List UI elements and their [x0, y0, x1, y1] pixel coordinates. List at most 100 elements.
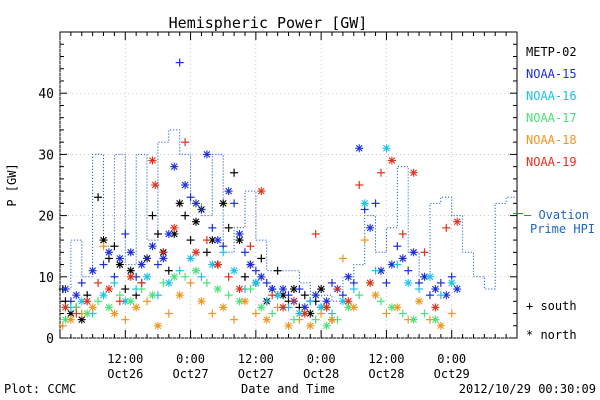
- x-tick-label: 0:00: [176, 352, 205, 366]
- data-point-noaa-15-south: [208, 223, 217, 232]
- footer-right: 2012/10/29 00:30:09: [459, 382, 596, 396]
- data-point-noaa-15-south: [175, 58, 184, 67]
- data-point-noaa-19-north: [257, 187, 266, 196]
- y-tick-label: 10: [38, 271, 54, 286]
- data-point-noaa-16-south: [415, 285, 424, 294]
- data-point-noaa-19-south: [94, 278, 103, 287]
- data-point-noaa-19-north: [61, 303, 70, 312]
- data-point-noaa-16-south: [371, 266, 380, 275]
- star-d2: [377, 267, 385, 275]
- star-d2: [170, 163, 178, 171]
- data-point-metp-02-south: [202, 248, 211, 257]
- data-point-noaa-19-south: [159, 248, 168, 257]
- star-d2: [116, 255, 124, 262]
- data-point-metp-02-north: [99, 236, 108, 245]
- data-point-metp-02-north: [317, 285, 326, 294]
- data-point-metp-02-south: [240, 272, 249, 281]
- data-point-noaa-18-south: [317, 309, 326, 318]
- star-d2: [78, 316, 86, 324]
- data-point-noaa-15-south: [393, 242, 402, 251]
- data-point-metp-02-north: [175, 199, 184, 208]
- star-d2: [89, 304, 97, 311]
- data-point-noaa-15-south: [404, 266, 413, 275]
- x-tick-sublabel: Oct27: [173, 367, 209, 381]
- data-point-noaa-15-north: [235, 229, 244, 238]
- data-point-noaa-18-north: [240, 297, 249, 306]
- data-point-noaa-16-south: [349, 285, 358, 294]
- data-point-noaa-16-north: [251, 278, 260, 287]
- data-point-noaa-15-north: [192, 199, 201, 208]
- star-d2: [393, 304, 401, 311]
- data-point-noaa-16-south: [175, 266, 184, 275]
- data-point-noaa-18-north: [66, 315, 75, 324]
- data-point-noaa-17-north: [322, 321, 331, 330]
- data-point-metp-02-south: [94, 193, 103, 202]
- data-point-noaa-15-north: [409, 248, 418, 257]
- data-point-noaa-15-south: [186, 193, 195, 202]
- data-point-noaa-19-south: [289, 297, 298, 306]
- data-point-noaa-19-south: [181, 138, 190, 147]
- star-d2: [279, 304, 287, 311]
- data-point-noaa-19-south: [246, 242, 255, 251]
- star-d2: [344, 273, 352, 281]
- data-point-noaa-15-north: [311, 291, 320, 300]
- star-d2: [306, 322, 314, 330]
- star-d2: [214, 261, 222, 268]
- data-point-noaa-15-south: [284, 291, 293, 300]
- y-tick-label: 0: [46, 332, 54, 347]
- data-point-metp-02-south: [110, 242, 119, 251]
- star-d2: [415, 297, 423, 305]
- star-d2: [426, 273, 434, 281]
- star-d2: [285, 322, 292, 330]
- star-d2: [176, 199, 184, 207]
- star-d2: [132, 304, 140, 311]
- data-point-noaa-18-north: [371, 291, 380, 300]
- data-point-noaa-18-south: [338, 254, 347, 263]
- data-point-noaa-15-north: [181, 181, 190, 189]
- data-point-noaa-19-south: [398, 229, 407, 238]
- data-point-metp-02-north: [235, 236, 244, 245]
- data-point-noaa-16-south: [197, 272, 206, 281]
- star-d2: [192, 199, 200, 207]
- star-d2: [149, 242, 156, 250]
- legend-marker-south: + south: [526, 299, 577, 313]
- star-d2: [67, 310, 75, 317]
- star-d2: [170, 224, 178, 232]
- x-tick-label: 0:00: [307, 352, 336, 366]
- data-point-noaa-19-north: [148, 156, 157, 165]
- star-d2: [366, 224, 374, 232]
- star-d2: [89, 267, 97, 275]
- data-point-metp-02-south: [273, 266, 282, 275]
- data-point-noaa-17-north: [409, 315, 418, 324]
- data-point-noaa-16-north: [404, 278, 413, 287]
- star-d2: [410, 169, 418, 177]
- ovation-series: [60, 129, 517, 302]
- data-point-metp-02-south: [153, 229, 162, 238]
- data-point-noaa-19-north: [126, 272, 135, 281]
- data-point-noaa-16-north: [121, 297, 130, 306]
- data-point-noaa-16-south: [436, 291, 445, 300]
- star-d2: [323, 304, 330, 311]
- data-point-noaa-19-north: [235, 285, 244, 294]
- data-point-noaa-18-south: [208, 309, 217, 318]
- data-point-noaa-18-north: [284, 321, 293, 330]
- star-d2: [105, 248, 113, 256]
- data-point-noaa-15-north: [257, 272, 266, 281]
- data-point-noaa-15-north: [366, 223, 375, 232]
- star-d2: [361, 199, 369, 207]
- data-point-noaa-19-north: [170, 223, 179, 232]
- data-point-noaa-18-south: [121, 315, 130, 324]
- data-point-noaa-15-south: [436, 278, 445, 287]
- data-point-noaa-15-south: [240, 248, 249, 257]
- star-d2: [410, 248, 418, 256]
- data-point-noaa-15-north: [159, 254, 168, 263]
- data-point-noaa-18-south: [99, 242, 108, 251]
- data-point-metp-02-south: [148, 211, 157, 220]
- star-d2: [192, 267, 200, 275]
- star-d2: [127, 297, 135, 305]
- data-point-noaa-19-north: [192, 248, 201, 257]
- star-d2: [279, 291, 287, 299]
- legend-entry-noaa-17: NOAA-17: [526, 111, 577, 125]
- legend-ovation-label: Prime HPI: [530, 222, 595, 236]
- data-point-noaa-15-south: [143, 254, 152, 263]
